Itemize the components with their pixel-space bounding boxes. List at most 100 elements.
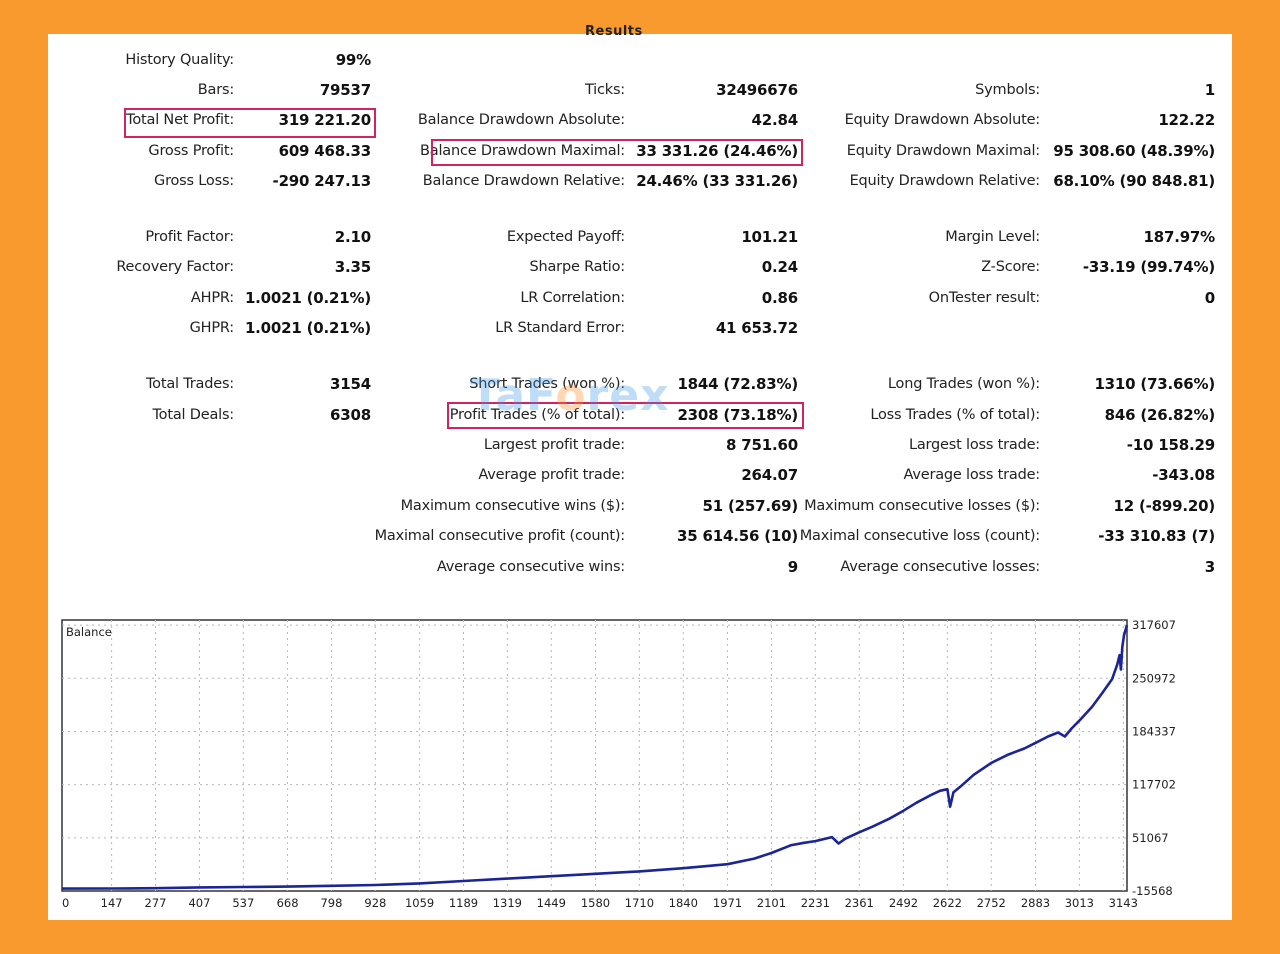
stat-label: LR Correlation: — [520, 290, 625, 306]
stat-value: 846 (26.82%) — [1104, 406, 1216, 424]
x-tick-label: 1319 — [493, 896, 522, 910]
stat-label: Balance Drawdown Relative: — [422, 173, 625, 189]
x-tick-label: 1971 — [713, 896, 742, 910]
stat-value: 41 653.72 — [715, 319, 798, 337]
stat-value: 35 614.56 (10) — [677, 527, 798, 545]
y-tick-label: -15568 — [1132, 884, 1173, 898]
stat-value: 1310 (73.66%) — [1094, 375, 1215, 393]
stat-value: 0.86 — [761, 289, 798, 307]
stat-value: 2308 (73.18%) — [677, 406, 798, 424]
stat-label: Profit Trades (% of total): — [449, 407, 625, 423]
stat-label: Gross Profit: — [148, 143, 234, 159]
x-tick-label: 668 — [277, 896, 299, 910]
x-tick-label: 1580 — [581, 896, 610, 910]
x-tick-label: 147 — [101, 896, 123, 910]
y-tick-label: 117702 — [1132, 778, 1176, 792]
stat-label: GHPR: — [189, 320, 235, 336]
stat-label: Maximal consecutive profit (count): — [374, 528, 626, 544]
stat-label: Short Trades (won %): — [469, 376, 625, 392]
stat-label: Profit Factor: — [145, 229, 234, 245]
x-tick-label: 1710 — [625, 896, 654, 910]
stat-label: OnTester result: — [928, 290, 1041, 306]
y-tick-label: 317607 — [1132, 618, 1176, 632]
stat-label: Gross Loss: — [154, 173, 234, 189]
stat-value: 1.0021 (0.21%) — [244, 319, 371, 337]
stat-label: Largest profit trade: — [483, 437, 625, 453]
stat-label: Balance Drawdown Maximal: — [420, 143, 625, 159]
stat-value: 609 468.33 — [278, 142, 372, 160]
x-tick-label: 2361 — [845, 896, 874, 910]
x-tick-label: 277 — [145, 896, 167, 910]
stat-label: Average profit trade: — [478, 467, 625, 483]
stat-label: Maximum consecutive wins ($): — [400, 498, 626, 514]
stat-value: 95 308.60 (48.39%) — [1053, 142, 1215, 160]
x-tick-label: 1059 — [405, 896, 434, 910]
stat-label: History Quality: — [125, 52, 234, 68]
stat-label: Long Trades (won %): — [887, 376, 1040, 392]
stat-label: Total Trades: — [145, 376, 234, 392]
x-tick-label: 2752 — [977, 896, 1006, 910]
stat-value: 33 331.26 (24.46%) — [636, 142, 798, 160]
y-tick-label: 250972 — [1132, 671, 1176, 685]
x-tick-label: 3143 — [1109, 896, 1138, 910]
stat-label: LR Standard Error: — [495, 320, 625, 336]
stat-label: Balance Drawdown Absolute: — [417, 112, 625, 128]
stat-value: 187.97% — [1143, 228, 1215, 246]
stat-value: 6308 — [330, 406, 371, 424]
stat-label: Bars: — [197, 82, 234, 98]
balance-line — [61, 624, 1129, 890]
x-tick-label: 1189 — [449, 896, 478, 910]
stat-value: 3154 — [330, 375, 371, 393]
x-tick-label: 798 — [320, 896, 342, 910]
stat-value: 12 (-899.20) — [1113, 497, 1215, 515]
stat-value: 9 — [787, 558, 798, 576]
stat-value: 8 751.60 — [726, 436, 798, 454]
stat-label: Equity Drawdown Maximal: — [846, 143, 1040, 159]
stat-label: AHPR: — [190, 290, 234, 306]
y-tick-label: 184337 — [1132, 724, 1176, 738]
x-tick-label: 2622 — [933, 896, 962, 910]
stat-value: 1844 (72.83%) — [677, 375, 798, 393]
stat-value: 51 (257.69) — [702, 497, 799, 515]
stat-label: Symbols: — [975, 82, 1040, 98]
stat-value: 0 — [1204, 289, 1215, 307]
stat-label: Sharpe Ratio: — [529, 259, 626, 275]
x-tick-label: 0 — [62, 896, 69, 910]
x-tick-label: 3013 — [1065, 896, 1094, 910]
stat-value: -343.08 — [1152, 466, 1215, 484]
stat-label: Maximal consecutive loss (count): — [799, 528, 1040, 544]
stat-value: 79537 — [319, 81, 371, 99]
stat-value: 101.21 — [741, 228, 798, 246]
stat-value: -10 158.29 — [1126, 436, 1215, 454]
stat-value: 99% — [335, 51, 372, 69]
stat-label: Average consecutive wins: — [436, 559, 625, 575]
report-header: Results — [585, 24, 643, 36]
stat-value: -33.19 (99.74%) — [1082, 258, 1215, 276]
x-tick-label: 2101 — [757, 896, 786, 910]
stat-value: 3 — [1204, 558, 1215, 576]
stat-value: 1.0021 (0.21%) — [244, 289, 371, 307]
stat-label: Loss Trades (% of total): — [870, 407, 1040, 423]
stat-label: Total Deals: — [152, 407, 234, 423]
y-tick-label: 51067 — [1132, 831, 1169, 845]
stat-label: Ticks: — [584, 82, 625, 98]
stat-value: 0.24 — [761, 258, 798, 276]
chart-title: Balance — [66, 625, 112, 639]
x-tick-label: 2883 — [1021, 896, 1050, 910]
stat-label: Equity Drawdown Relative: — [849, 173, 1041, 189]
stat-label: Recovery Factor: — [116, 259, 234, 275]
stat-value: 319 221.20 — [278, 111, 372, 129]
stat-label: Expected Payoff: — [506, 229, 625, 245]
stat-value: 32496676 — [716, 81, 798, 99]
stat-value: 68.10% (90 848.81) — [1053, 172, 1215, 190]
stat-value: 264.07 — [741, 466, 798, 484]
stat-label: Average consecutive losses: — [840, 559, 1040, 575]
stat-label: Largest loss trade: — [908, 437, 1040, 453]
stat-label: Maximum consecutive losses ($): — [804, 498, 1040, 514]
x-tick-label: 1449 — [537, 896, 566, 910]
plot-area — [61, 619, 1128, 892]
stat-label: Average loss trade: — [903, 467, 1040, 483]
stat-value: 3.35 — [334, 258, 371, 276]
stat-value: 1 — [1204, 81, 1215, 99]
